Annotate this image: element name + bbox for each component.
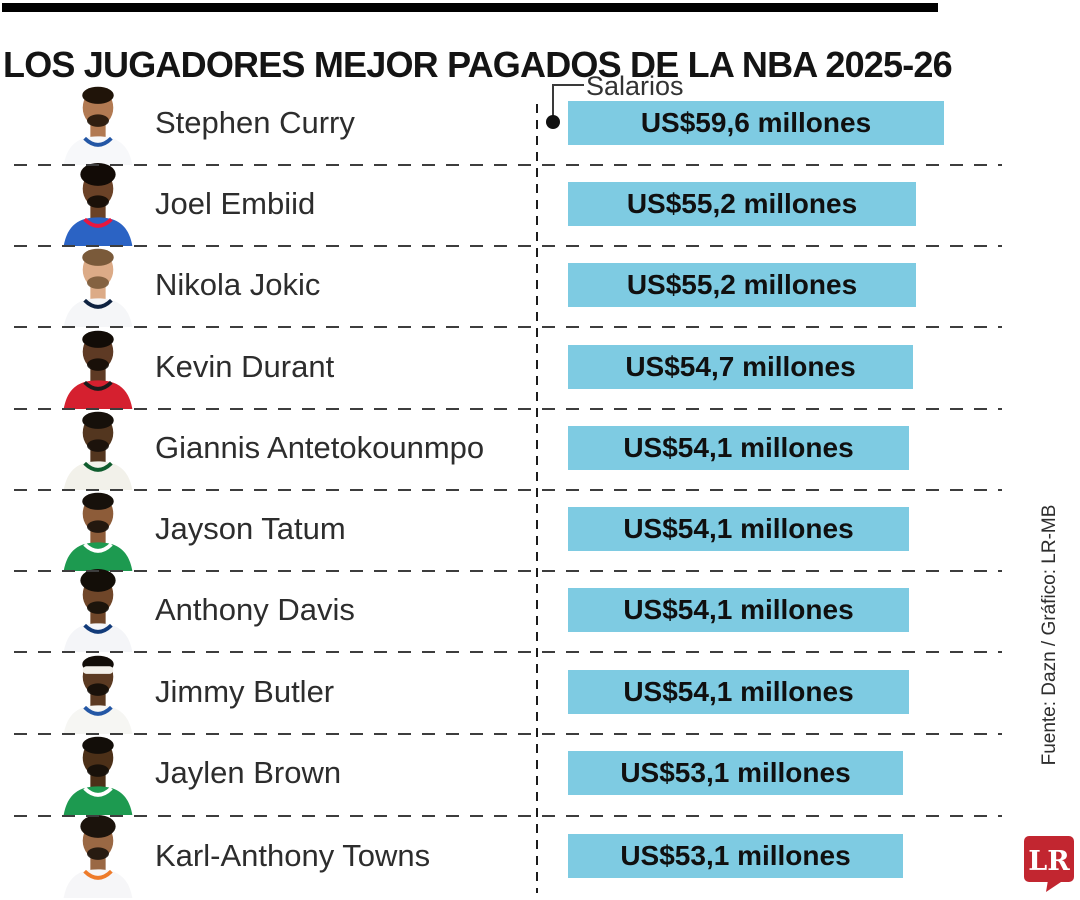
callout-line-horizontal [553,84,584,86]
player-name: Jimmy Butler [155,674,335,709]
player-name: Stephen Curry [155,105,355,140]
source-credit: Fuente: Dazn / Gráfico: LR-MB [1039,504,1060,766]
row-separator-dashed-line [14,815,1002,817]
player-name: Jaylen Brown [155,755,342,790]
player-avatar [63,492,133,571]
player-row: Jaylen Brown US$53,1 millones [0,731,1080,815]
top-rule-bar [2,3,938,12]
lr-brand-logo: LR [1024,836,1074,892]
player-name: Joel Embiid [155,186,316,221]
salary-bar: US$54,1 millones [568,588,909,632]
player-avatar [63,736,133,815]
player-avatar [63,411,133,490]
salary-bar: US$54,1 millones [568,507,909,551]
player-avatar [63,568,133,652]
player-name: Jayson Tatum [155,511,346,546]
page-title: LOS JUGADORES MEJOR PAGADOS DE LA NBA 20… [3,44,953,86]
salary-bar: US$54,1 millones [568,670,909,714]
salary-value-label: US$53,1 millones [620,840,851,871]
player-name: Anthony Davis [155,592,355,627]
salary-value-label: US$59,6 millones [640,107,872,138]
salary-value-label: US$54,1 millones [623,594,854,625]
salary-value-label: US$54,1 millones [623,676,854,707]
row-separator-dashed-line [14,570,1002,572]
player-avatar [63,86,133,165]
axis-dashed-line [536,104,538,893]
salary-value-label: US$53,1 millones [620,757,851,788]
player-row: Joel Embiid US$55,2 millones [0,162,1080,246]
salary-value-label: US$54,1 millones [623,513,854,544]
salaries-axis-label: Salarios [586,71,684,101]
player-row: Kevin Durant US$54,7 millones [0,325,1080,409]
salary-bar: US$54,1 millones [568,426,909,470]
row-separator-dashed-line [14,489,1002,491]
player-row: Karl-Anthony Towns US$53,1 millones [0,814,1080,898]
salary-value-label: US$54,7 millones [625,351,856,382]
row-separator-dashed-line [14,164,1002,166]
player-name: Giannis Antetokounmpo [155,430,485,465]
player-row: Giannis Antetokounmpo US$54,1 millones [0,406,1080,490]
player-row: Jayson Tatum US$54,1 millones [0,487,1080,571]
row-separator-dashed-line [14,733,1002,735]
callout-dot [546,115,560,129]
player-name: Karl-Anthony Towns [155,838,431,873]
player-row: Stephen Curry US$59,6 millones [0,81,1080,165]
salary-bar: US$53,1 millones [568,751,903,795]
salary-bar: US$53,1 millones [568,834,903,878]
player-avatar [63,655,133,734]
player-avatar [63,814,133,898]
player-name: Nikola Jokic [155,267,321,302]
player-row: Jimmy Butler US$54,1 millones [0,650,1080,734]
salary-value-label: US$55,2 millones [626,188,858,219]
row-separator-dashed-line [14,651,1002,653]
salary-bar: US$59,6 millones [568,101,944,145]
player-name: Kevin Durant [155,349,335,384]
lr-logo-background [1024,836,1074,882]
callout-line-vertical [552,84,554,117]
salary-bar: US$55,2 millones [568,182,916,226]
row-separator-dashed-line [14,245,1002,247]
player-avatar [63,248,133,327]
salary-bar: US$55,2 millones [568,263,916,307]
player-row: Nikola Jokic US$55,2 millones [0,243,1080,327]
row-separator-dashed-line [14,326,1002,328]
player-row: Anthony Davis US$54,1 millones [0,568,1080,652]
salary-value-label: US$54,1 millones [623,432,854,463]
lr-logo-text: LR [1028,846,1070,877]
lr-logo-tail [1046,880,1064,892]
player-avatar [63,330,133,409]
salary-value-label: US$55,2 millones [626,269,858,300]
player-avatar [63,162,133,246]
salary-bar: US$54,7 millones [568,345,913,389]
row-separator-dashed-line [14,408,1002,410]
